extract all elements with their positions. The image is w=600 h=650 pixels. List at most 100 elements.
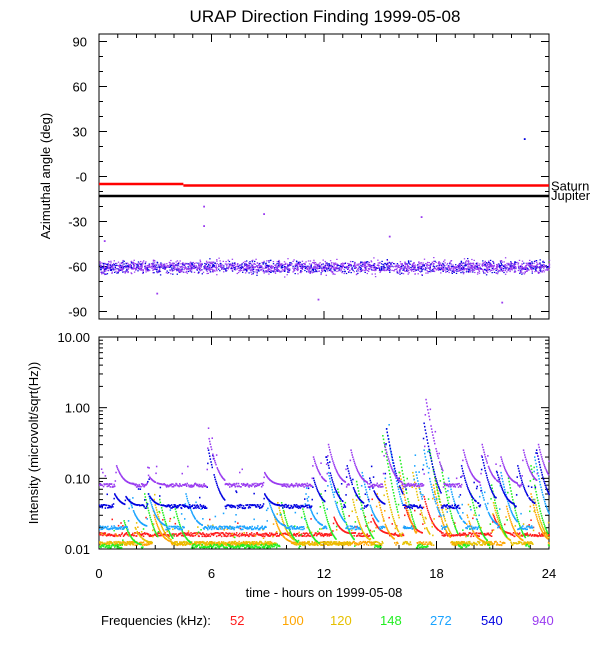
azimuth-point [270, 259, 272, 261]
intensity-point [440, 530, 442, 533]
intensity-point [540, 521, 542, 524]
azimuth-point [283, 269, 285, 271]
intensity-point [397, 514, 400, 517]
azimuth-point [525, 262, 527, 264]
azimuth-point [493, 271, 496, 273]
intensity-point [396, 528, 398, 530]
azimuth-point [251, 268, 253, 270]
azimuth-point [348, 271, 350, 273]
azimuth-point [340, 264, 342, 266]
intensity-point [227, 535, 229, 537]
intensity-point [355, 511, 357, 514]
intensity-point [396, 541, 398, 544]
azimuth-point [122, 265, 124, 267]
azimuth-point [514, 263, 517, 265]
intensity-point [297, 542, 299, 545]
intensity-point [507, 510, 509, 513]
azimuth-point [272, 263, 275, 265]
intensity-point [427, 511, 430, 514]
azimuth-point [234, 262, 236, 264]
azimuth-point [328, 263, 330, 265]
intensity-point [490, 532, 492, 534]
azimuth-point [149, 269, 151, 271]
azimuth-point [241, 263, 243, 265]
azimuth-point [276, 263, 278, 265]
azimuth-point [294, 265, 297, 268]
azimuth-point [348, 264, 351, 266]
intensity-point [492, 543, 494, 546]
intensity-point [222, 542, 224, 544]
azimuth-point [389, 266, 392, 268]
azimuth-point [198, 266, 200, 268]
azimuth-point [245, 264, 248, 266]
azimuth-point [369, 264, 371, 266]
intensity-point [158, 528, 160, 531]
intensity-point [320, 532, 323, 535]
azimuth-point [377, 259, 379, 261]
azimuth-point [157, 266, 159, 268]
intensity-point [429, 541, 432, 543]
azimuth-point [512, 267, 514, 269]
intensity-point [169, 520, 171, 522]
azimuth-point [373, 263, 375, 265]
intensity-point [171, 543, 173, 546]
azimuth-point [139, 262, 141, 264]
azimuth-point [359, 269, 362, 271]
azimuth-point [173, 267, 176, 269]
azimuth-point [104, 262, 106, 265]
azimuth-point [164, 263, 166, 265]
intensity-point [324, 534, 327, 536]
azimuth-point [458, 270, 460, 272]
intensity-point [147, 543, 149, 546]
intensity-point [275, 520, 277, 523]
azimuth-point [296, 261, 298, 263]
intensity-point [432, 484, 435, 486]
azimuth-point [255, 258, 257, 260]
intensity-point [442, 532, 444, 534]
intensity-point [425, 517, 427, 520]
azimuth-point [307, 260, 310, 262]
intensity-point [317, 544, 319, 547]
intensity-point [241, 532, 243, 535]
azimuth-point [502, 265, 505, 267]
intensity-point [343, 544, 345, 546]
azimuth-point [199, 262, 201, 264]
intensity-point [142, 533, 144, 535]
intensity-point [385, 525, 387, 527]
intensity-point [376, 544, 378, 546]
intensity-point [421, 532, 423, 534]
azimuth-point [286, 263, 289, 265]
azimuth-point [498, 270, 501, 272]
intensity-point [375, 524, 378, 527]
azimuth-point [350, 265, 353, 267]
azimuth-point [442, 270, 444, 272]
azimuth-point [479, 268, 482, 270]
intensity-point [415, 531, 418, 533]
intensity-point [219, 544, 222, 546]
intensity-point [517, 540, 520, 543]
azimuth-point [411, 263, 414, 265]
azimuth-point [421, 270, 423, 272]
azimuth-point [342, 262, 344, 264]
azimuth-point [507, 270, 509, 272]
intensity-point [237, 533, 240, 536]
intensity-point [111, 518, 113, 521]
azimuth-point [295, 268, 298, 270]
azimuth-point [360, 261, 362, 263]
intensity-point [152, 535, 154, 538]
intensity-point [359, 535, 362, 537]
azimuth-point [251, 266, 254, 268]
azimuth-point [140, 268, 142, 270]
intensity-point [519, 540, 521, 543]
intensity-point [239, 544, 241, 546]
azimuth-point [507, 268, 509, 270]
intensity-point [533, 506, 535, 509]
azimuth-point [254, 271, 256, 273]
intensity-point [144, 532, 146, 534]
intensity-point [214, 533, 216, 535]
intensity-point [478, 542, 480, 545]
intensity-point [392, 518, 395, 520]
intensity-point [257, 542, 259, 544]
azimuth-point [123, 265, 126, 268]
azimuth-point [343, 272, 345, 275]
